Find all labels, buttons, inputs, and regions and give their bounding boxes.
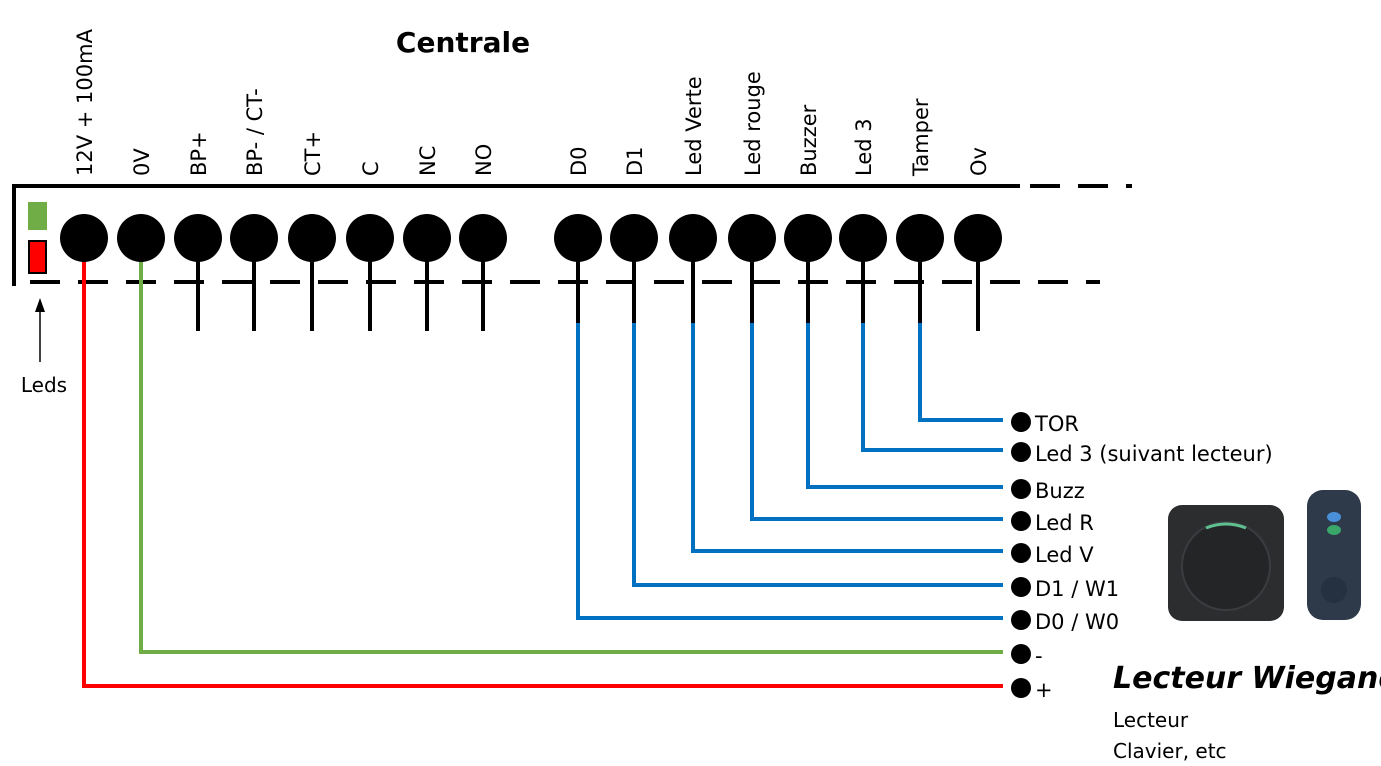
reader-pin-label: Led R <box>1035 511 1094 535</box>
reader-led <box>1205 522 1247 530</box>
terminal-label: Ov <box>967 147 991 176</box>
reader-pin <box>1011 412 1031 432</box>
terminal <box>669 214 717 262</box>
terminal-label: CT+ <box>301 131 325 176</box>
reader-pin <box>1011 479 1031 499</box>
reader-ring <box>1181 521 1271 611</box>
wire <box>82 240 1003 688</box>
keyfob-button <box>1327 512 1341 522</box>
terminal-label: Buzzer <box>797 104 821 176</box>
terminal <box>346 214 394 262</box>
wire <box>806 323 1003 489</box>
keyfob-button <box>1327 525 1341 535</box>
wire <box>861 323 1003 452</box>
terminal <box>784 214 832 262</box>
reader-pin <box>1011 577 1031 597</box>
reader-pin-label: Buzz <box>1035 479 1085 503</box>
terminal <box>896 214 944 262</box>
terminal <box>288 214 336 262</box>
terminal-label: BP- / CT- <box>243 88 267 176</box>
reader-pin <box>1011 644 1031 664</box>
terminal <box>728 214 776 262</box>
reader-pin-label: - <box>1035 644 1043 668</box>
wire <box>691 323 1003 553</box>
terminal <box>403 214 451 262</box>
reader-pin <box>1011 442 1031 462</box>
led-green <box>28 202 47 230</box>
terminal <box>117 214 165 262</box>
reader-pin-label: D1 / W1 <box>1035 577 1119 601</box>
terminal-label: Led 3 <box>852 118 876 176</box>
terminal-label: D0 <box>567 146 591 176</box>
terminal <box>459 214 507 262</box>
led-red <box>28 240 47 274</box>
reader-pin <box>1011 511 1031 531</box>
terminal-label: 12V + 100mA <box>73 28 97 176</box>
title: Centrale <box>396 26 530 59</box>
terminal-label: Tamper <box>909 98 933 177</box>
reader-pin-label: TOR <box>1034 412 1079 436</box>
terminal-label: Led rouge <box>741 71 765 176</box>
terminal-label: NO <box>472 144 496 176</box>
terminal <box>554 214 602 262</box>
wire <box>750 323 1003 521</box>
terminal-label: NC <box>416 146 440 176</box>
keyfob-logo <box>1321 577 1347 603</box>
terminal <box>954 214 1002 262</box>
terminal-label: C <box>359 161 383 176</box>
reader-pin-label: + <box>1035 678 1053 702</box>
wire <box>632 323 1003 587</box>
terminal <box>839 214 887 262</box>
arrow-head <box>35 298 45 312</box>
terminal-label: BP+ <box>187 131 211 176</box>
reader-pin-label: Led 3 (suivant lecteur) <box>1035 442 1273 466</box>
terminal-label: 0V <box>130 148 154 176</box>
reader-line: Lecteur <box>1113 708 1189 732</box>
keyfob-image <box>1307 490 1361 620</box>
reader-pin <box>1011 543 1031 563</box>
reader-pin <box>1011 610 1031 630</box>
reader-line: Clavier, etc <box>1113 739 1227 763</box>
leds-label: Leds <box>21 373 67 397</box>
wire <box>139 240 1003 654</box>
reader-pin-label: Led V <box>1035 543 1094 567</box>
reader-pin <box>1011 678 1031 698</box>
terminal <box>610 214 658 262</box>
reader-title: Lecteur Wiegand <box>1113 661 1381 696</box>
reader-images <box>1168 490 1361 621</box>
terminal <box>230 214 278 262</box>
terminal-label: Led Verte <box>682 76 706 176</box>
wire <box>576 323 1003 620</box>
terminal <box>174 214 222 262</box>
wire <box>918 323 1003 422</box>
reader-pin-label: D0 / W0 <box>1035 610 1119 634</box>
terminal-label: D1 <box>623 146 647 176</box>
terminal <box>60 214 108 262</box>
